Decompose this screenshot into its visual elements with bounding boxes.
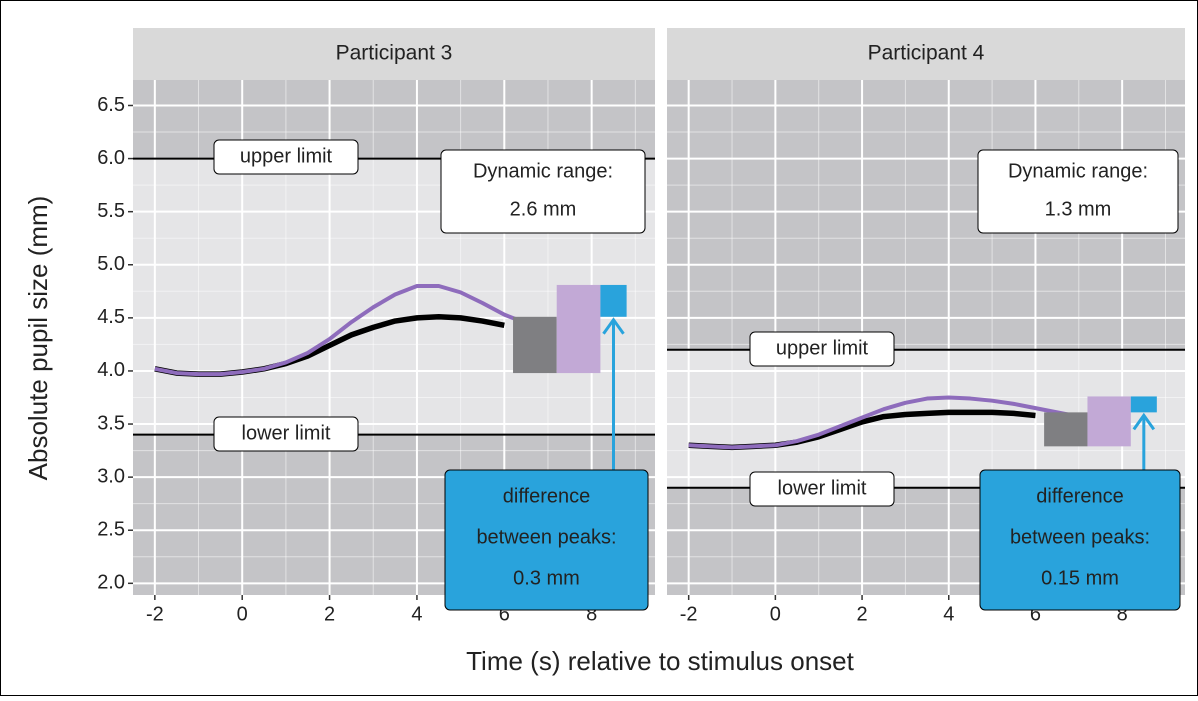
range-label: Dynamic range:: [473, 160, 613, 182]
range-label: 2.6 mm: [510, 198, 577, 220]
y-tick-label: 4.0: [97, 359, 125, 381]
range-label-box: [440, 149, 646, 234]
pupil-trace: [688, 395, 1080, 450]
y-axis-title: Absolute pupil size (mm): [23, 196, 53, 481]
y-tick-label: 2.0: [97, 572, 125, 594]
x-axis-title: Time (s) relative to stimulus onset: [466, 646, 854, 676]
x-tick-label: 0: [770, 603, 781, 625]
difference-label-box: [444, 469, 649, 611]
x-tick-label: 8: [586, 603, 597, 625]
difference-label: 0.3 mm: [513, 567, 580, 589]
y-tick-label: 2.5: [97, 519, 125, 541]
arrow-head: [602, 317, 625, 335]
facet-title: Participant 4: [868, 42, 985, 65]
y-tick-label: 4.5: [97, 306, 125, 328]
limit-label-box: [749, 331, 895, 367]
range-label-box: [977, 149, 1179, 234]
x-tick-label: 6: [499, 603, 510, 625]
peak-bar: [556, 284, 601, 374]
range-label: 1.3 mm: [1045, 198, 1112, 220]
y-tick-label: 5.5: [97, 200, 125, 222]
difference-bar: [600, 284, 627, 317]
y-tick-label: 6.0: [97, 147, 125, 169]
x-tick-label: 4: [411, 603, 422, 625]
x-tick-label: 8: [1117, 603, 1128, 625]
x-tick-label: 2: [324, 603, 335, 625]
y-tick-label: 3.5: [97, 412, 125, 434]
limit-label-box: [213, 416, 359, 452]
limit-label: lower limit: [242, 422, 331, 444]
difference-label: difference: [1036, 485, 1123, 507]
x-tick-label: -2: [680, 603, 698, 625]
difference-label-box: [979, 469, 1181, 611]
x-tick-label: 4: [943, 603, 954, 625]
difference-label: between peaks:: [476, 526, 616, 548]
peak-bar: [1044, 412, 1088, 447]
limit-label: lower limit: [778, 477, 867, 499]
peak-bar: [513, 316, 557, 374]
facet-title: Participant 3: [336, 42, 453, 65]
x-tick-label: 0: [237, 603, 248, 625]
difference-label: between peaks:: [1010, 526, 1150, 548]
x-tick-label: 6: [1030, 603, 1041, 625]
y-tick-label: 5.0: [97, 253, 125, 275]
difference-label: difference: [503, 485, 590, 507]
y-tick-label: 3.0: [97, 465, 125, 487]
pupil-trace: [154, 284, 527, 377]
facet-strip: [133, 28, 655, 80]
difference-label: 0.15 mm: [1041, 567, 1119, 589]
x-tick-label: -2: [146, 603, 164, 625]
peak-bar: [1087, 396, 1131, 447]
limit-label: upper limit: [240, 145, 333, 167]
arrow-head: [1132, 412, 1156, 431]
limit-label-box: [749, 471, 895, 507]
limit-label-box: [213, 139, 359, 175]
range-label: Dynamic range:: [1008, 160, 1148, 182]
y-tick-label: 6.5: [97, 94, 125, 116]
limit-label: upper limit: [776, 337, 869, 359]
difference-bar: [1130, 396, 1157, 413]
x-tick-label: 2: [857, 603, 868, 625]
facet-strip: [667, 28, 1185, 80]
